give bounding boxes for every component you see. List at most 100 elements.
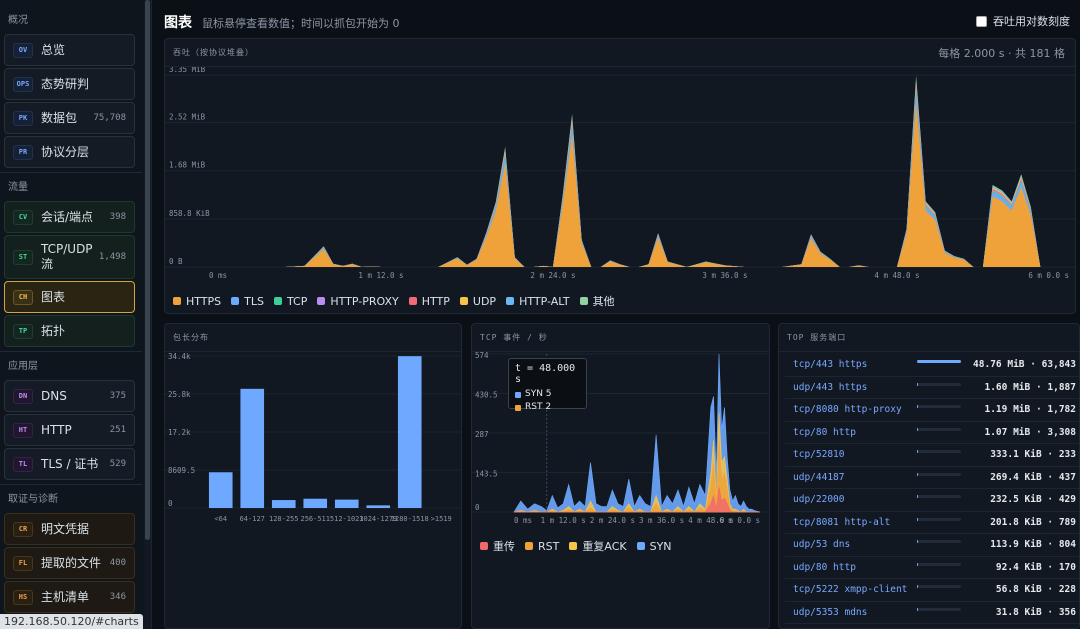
legend-item[interactable]: RST — [525, 540, 559, 553]
top-port-bar-track — [917, 607, 961, 611]
top-port-bar-fill — [917, 540, 918, 543]
y-tick-label: 0 — [475, 503, 480, 512]
sidebar-item-ht[interactable]: HT HTTP 251 — [4, 414, 135, 446]
top-port-value: 201.8 KiB · 789 — [990, 516, 1076, 528]
legend-swatch — [480, 542, 488, 550]
top-port-row[interactable]: tcp/8081 http-alt 201.8 KiB · 789 — [785, 512, 1079, 534]
log-scale-toggle[interactable]: 吞吐用对数刻度 — [976, 13, 1070, 29]
top-port-name: tcp/443 https — [793, 359, 868, 370]
legend-swatch — [317, 297, 326, 305]
sidebar-item-ov[interactable]: OV 总览 — [4, 34, 135, 66]
legend-swatch — [459, 297, 468, 305]
sidebar-item-count: 400 — [109, 558, 126, 568]
y-tick-label: 0 — [168, 499, 173, 508]
top-port-row[interactable]: udp/44187 269.4 KiB · 437 — [785, 467, 1079, 489]
sidebar-item-fl[interactable]: FL 提取的文件 400 — [4, 547, 135, 579]
x-tick-label: 3 m 36.0 s — [702, 271, 747, 280]
sidebar-item-count: 1,498 — [98, 252, 126, 262]
sidebar-item-pk[interactable]: PK 数据包 75,708 — [4, 102, 135, 134]
legend-label: SYN — [649, 539, 672, 553]
sidebar-item-code: HS — [13, 589, 33, 605]
bar-1280-1518[interactable] — [397, 356, 422, 508]
top-port-row[interactable]: tcp/443 https 48.76 MiB · 63,843 — [785, 354, 1079, 377]
bar-<64[interactable] — [208, 472, 233, 508]
bar-128-255[interactable] — [271, 500, 296, 508]
sidebar-item-code: CR — [13, 521, 33, 537]
top-port-row[interactable]: udp/22000 232.5 KiB · 429 — [785, 489, 1079, 512]
top-port-bar-track — [917, 427, 961, 431]
top-port-row[interactable]: tcp/52810 333.1 KiB · 233 — [785, 444, 1079, 467]
bar-256-511[interactable] — [303, 498, 328, 508]
top-port-bar-track — [917, 517, 961, 521]
sidebar-item-cv[interactable]: CV 会话/端点 398 — [4, 201, 135, 233]
sidebar-item-label: 总览 — [41, 43, 66, 57]
legend-label: HTTP — [421, 294, 450, 308]
legend-item[interactable]: UDP — [459, 295, 496, 308]
top-port-bar-track — [917, 585, 961, 588]
y-tick-label: 3.35 MiB — [169, 67, 206, 74]
legend-swatch — [506, 297, 515, 305]
top-port-value: 92.4 KiB · 170 — [995, 561, 1076, 573]
tcp-events-chart[interactable]: 0 143.5 287 430.5 574 0 ms 1 m 12.0 s 2 m 24.0 … — [472, 352, 769, 534]
legend-item[interactable]: HTTP-ALT — [506, 295, 570, 308]
legend-item[interactable]: SYN — [636, 539, 672, 553]
top-port-name: tcp/8080 http-proxy — [793, 404, 902, 415]
top-port-bar-fill — [917, 360, 961, 363]
top-port-row[interactable]: udp/53 dns 113.9 KiB · 804 — [785, 534, 1079, 557]
throughput-title: 吞吐（按协议堆叠） — [173, 48, 254, 57]
top-port-row[interactable]: udp/443 https 1.60 MiB · 1,887 — [785, 377, 1079, 399]
legend-item[interactable]: HTTP-PROXY — [317, 295, 399, 308]
top-port-name: tcp/5222 xmpp-client — [793, 584, 908, 595]
sidebar-item-label: 提取的文件 — [41, 556, 102, 570]
top-port-row[interactable]: tcp/5222 xmpp-client 56.8 KiB · 228 — [785, 579, 1079, 602]
throughput-chart[interactable]: 0 B 858.8 KiB 1.68 MiB 2.52 MiB 3.35 MiB 0 ms… — [165, 67, 1075, 287]
sidebar-item-tl[interactable]: TL TLS / 证书 529 — [4, 448, 135, 480]
bar-512-1023[interactable] — [334, 499, 359, 508]
top-port-row[interactable]: udp/80 http 92.4 KiB · 170 — [785, 557, 1079, 579]
sidebar-item-code: TP — [13, 323, 33, 339]
legend-item[interactable]: HTTP — [408, 294, 450, 308]
top-port-name: udp/5353 mdns — [793, 606, 868, 618]
legend-item[interactable]: TLS — [231, 295, 264, 308]
sidebar-item-pr[interactable]: PR 协议分层 — [4, 136, 135, 168]
legend-item[interactable]: 其他 — [579, 293, 615, 309]
top-port-name: udp/53 dns — [793, 539, 851, 550]
bar-1024-1279[interactable] — [366, 505, 391, 508]
sidebar-item-tp[interactable]: TP 拓扑 — [4, 315, 135, 347]
packet-length-chart[interactable]: 0 8609.5 17.2k 25.8k 34.4k <64 64-127 128-255 25… — [165, 352, 461, 552]
log-scale-checkbox[interactable] — [976, 15, 987, 27]
log-scale-label: 吞吐用对数刻度 — [993, 15, 1070, 28]
sidebar-item-ops[interactable]: OPS 态势研判 — [4, 68, 135, 100]
top-port-row[interactable]: tcp/80 http 1.07 MiB · 3,308 — [785, 422, 1079, 444]
y-tick-label: 2.52 MiB — [169, 113, 206, 122]
top-port-bar-fill — [917, 607, 918, 611]
top-port-bar-fill — [917, 517, 918, 521]
tooltip-row-label: SYN 5 — [525, 389, 552, 399]
bar-64-127[interactable] — [240, 388, 265, 508]
top-port-row[interactable]: udp/5353 mdns 31.8 KiB · 356 — [785, 602, 1079, 624]
top-port-bar-fill — [917, 472, 918, 476]
legend-item[interactable]: TCP — [273, 295, 307, 308]
legend-item[interactable]: 重传 — [480, 538, 515, 554]
sidebar-scrollbar[interactable] — [144, 0, 151, 629]
legend-item[interactable]: HTTPS — [173, 295, 221, 308]
sidebar-item-cr[interactable]: CR 明文凭据 — [4, 513, 135, 545]
sidebar-section-title: 取证与诊断 — [8, 494, 58, 505]
x-tick-label: 0 ms — [209, 271, 227, 280]
sidebar-nav: 概况 OV 总览 OPS 态势研判 PK 数据包 75,708 PR 协议分层 流量 CV 会话/端点 3… — [0, 0, 142, 629]
sidebar-scrollbar-thumb[interactable] — [145, 0, 150, 540]
top-port-value: 1.60 MiB · 1,887 — [984, 381, 1076, 393]
sidebar-item-count: 346 — [109, 592, 126, 602]
sidebar-item-code: PR — [13, 144, 33, 160]
sidebar-item-ch[interactable]: CH 图表 — [4, 281, 135, 313]
tooltip-swatch — [515, 404, 521, 411]
top-port-row[interactable]: tcp/8080 http-proxy 1.19 MiB · 1,782 — [785, 399, 1079, 422]
top-port-value: 1.19 MiB · 1,782 — [984, 404, 1076, 415]
sidebar-item-dn[interactable]: DN DNS 375 — [4, 380, 135, 412]
sidebar-item-st[interactable]: ST TCP/UDP 流 1,498 — [4, 235, 135, 279]
sidebar-section-title: 概况 — [8, 15, 28, 26]
legend-item[interactable]: 重复ACK — [569, 538, 627, 554]
panel-divider — [472, 351, 769, 352]
y-tick-label: 858.8 KiB — [169, 209, 210, 218]
sidebar-item-hs[interactable]: HS 主机清单 346 — [4, 581, 135, 613]
